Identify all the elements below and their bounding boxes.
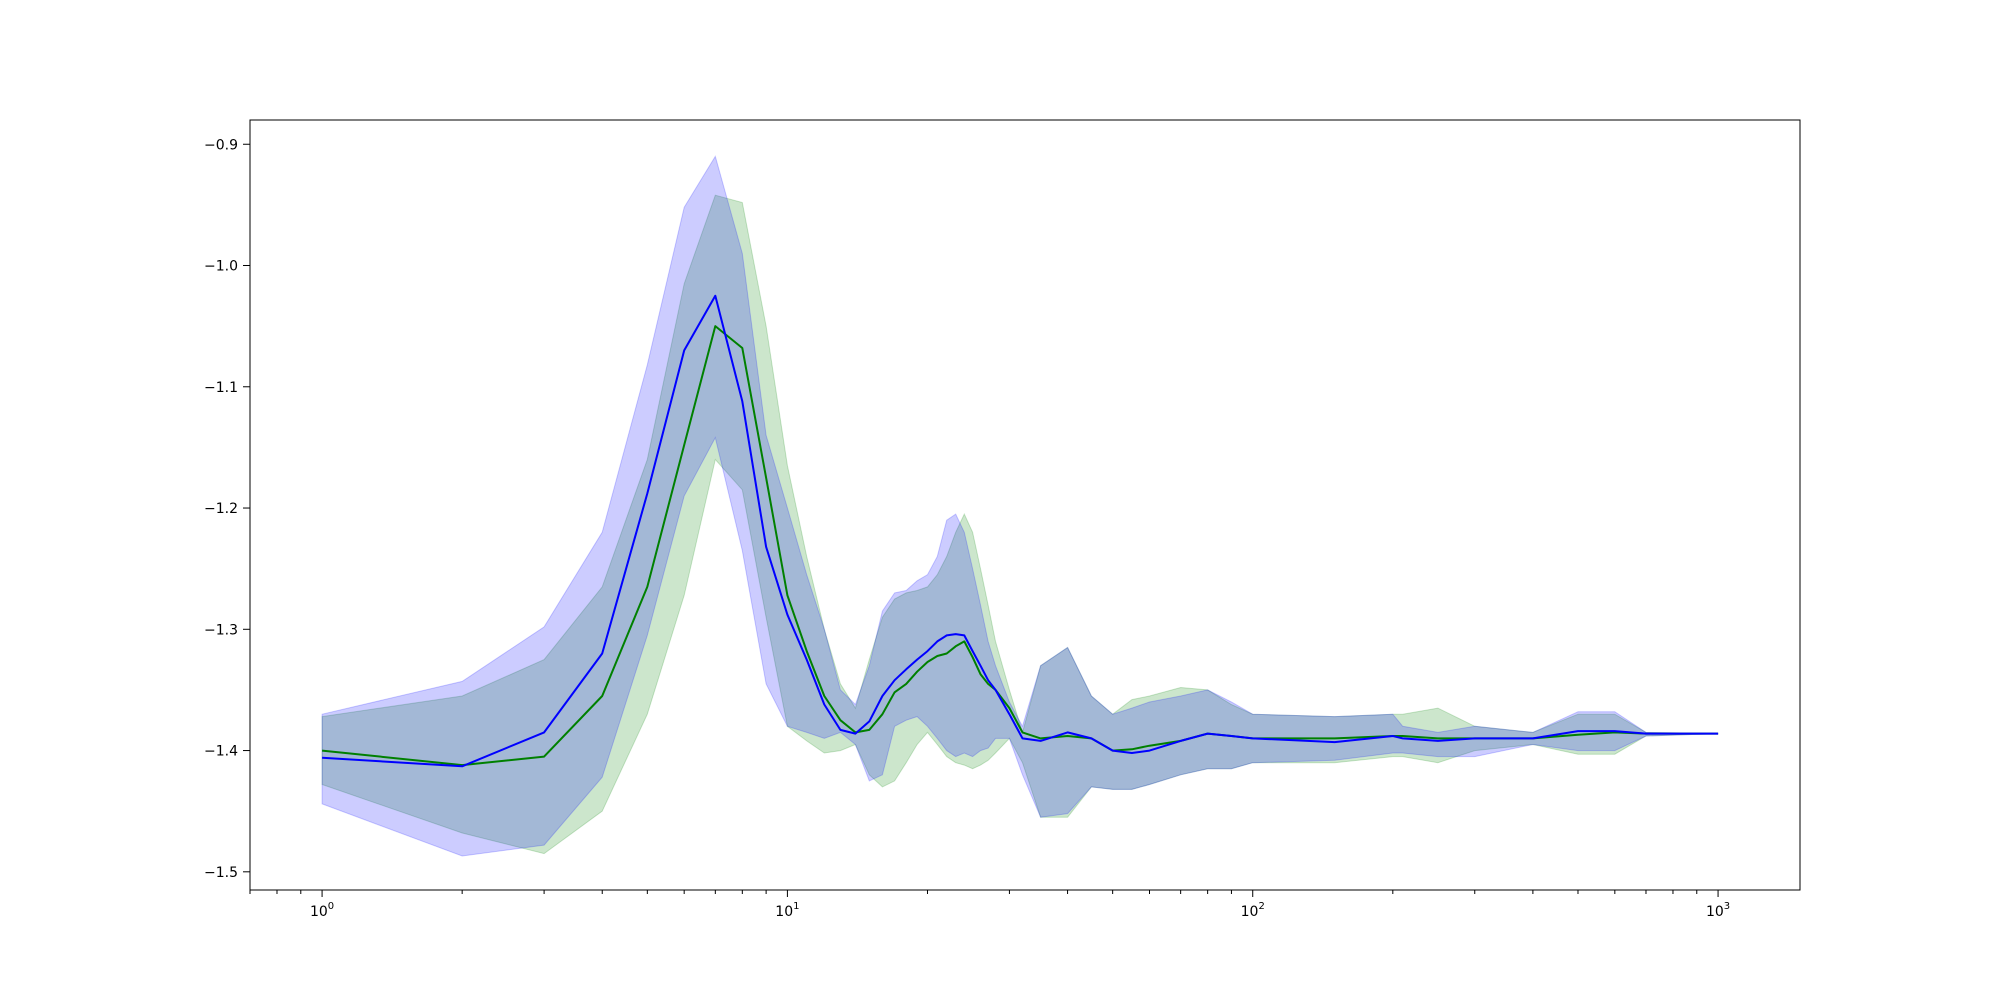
y-tick-label: −1.4 [204,744,238,760]
y-tick-label: −1.0 [204,259,238,275]
x-tick-label: 101 [775,901,799,920]
series-lines [321,294,1719,768]
x-tick-label-exponent: 3 [1724,901,1730,912]
x-tick-label-exponent: 1 [793,901,799,912]
x-tick-label: 102 [1241,901,1265,920]
x-tick-label-base: 10 [1241,904,1259,920]
y-tick-label: −0.9 [204,137,238,153]
x-tick-label-base: 10 [775,904,793,920]
x-tick-label: 103 [1706,901,1730,920]
x-tick-label-exponent: 0 [328,901,334,912]
series-1-band [321,194,1719,855]
y-tick-label: −1.3 [204,622,238,638]
y-tick-label: −1.1 [204,380,238,396]
series-2-line [322,294,1719,768]
confidence-bands [321,155,1719,857]
y-tick-label: −1.2 [204,501,238,517]
x-tick-label: 100 [310,901,334,920]
x-tick-label-exponent: 2 [1258,901,1264,912]
x-tick-label-base: 10 [1706,904,1724,920]
x-axis: 100 101 102 103 [249,890,1730,920]
plot-area-frame [249,119,1801,891]
x-tick-label-base: 10 [310,904,328,920]
series-2-band [321,155,1719,857]
y-tick-label: −1.5 [204,865,238,881]
y-axis: −0.9 −1.0 −1.1 −1.2 −1.3 −1.4 −1.5 [204,137,250,881]
